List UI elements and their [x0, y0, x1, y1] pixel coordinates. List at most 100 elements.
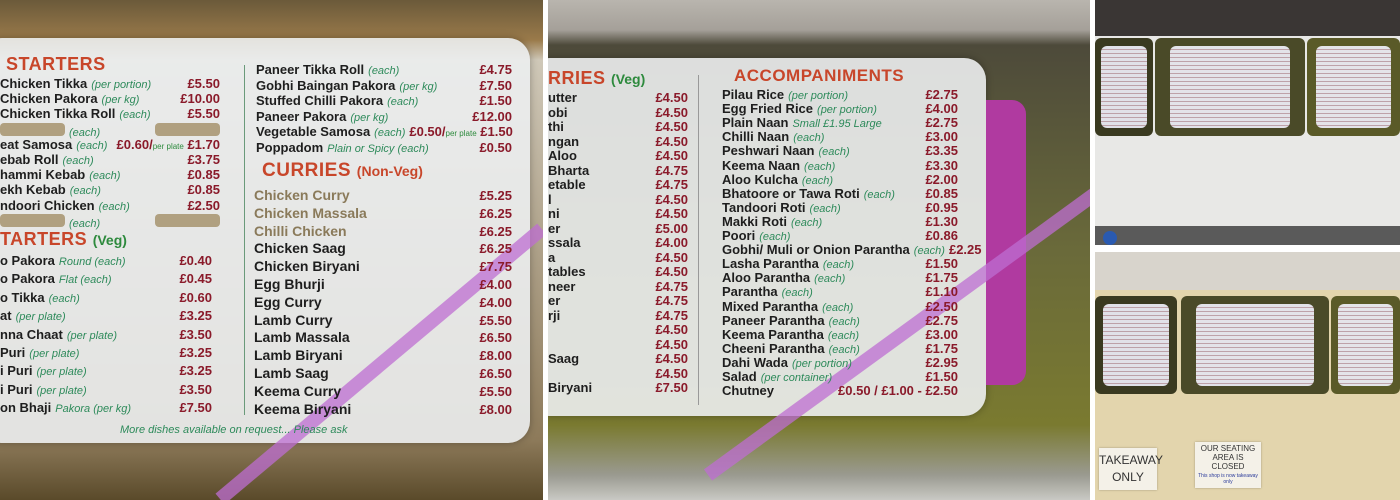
heading-curries-veg-text: RRIES	[548, 68, 606, 88]
item-price: £4.75	[655, 177, 688, 192]
item-price: £0.86	[925, 228, 958, 243]
menu-item: thi £4.50	[548, 120, 688, 133]
menu-item: Chutney £0.50 / £1.00 - £2.50	[722, 384, 958, 397]
menu-item: neer £4.75	[548, 280, 688, 293]
item-price: £1.50	[479, 93, 512, 108]
menu-item: Dahi Wada (per portion) £2.95	[722, 354, 958, 370]
ceiling	[1095, 0, 1400, 36]
menu-item: Lamb Curry £5.50	[254, 312, 512, 328]
heading-accompaniments-text: ACCOMPANIMENTS	[734, 66, 905, 85]
item-note: (each)	[387, 96, 419, 108]
item-name: Makki Roti	[722, 213, 788, 229]
item-name: ngan	[548, 133, 580, 149]
item-price: £8.00	[479, 401, 512, 417]
item-price: £2.50	[925, 298, 958, 314]
item-price: £4.75	[479, 62, 512, 77]
item-price: £1.30	[925, 213, 958, 229]
menu-item: Chicken Tikka Roll (each) £5.50	[0, 106, 220, 122]
menu-item: Chicken Biryani £7.75	[254, 259, 512, 274]
item-price: £5.50	[479, 312, 512, 328]
menu-photo-starters: STARTERS Chicken Tikka (per portion) £5.50…	[0, 0, 543, 500]
seating-closed-note: This shop is now takeaway only	[1198, 473, 1258, 485]
item-price: £3.35	[925, 143, 958, 159]
item-price: £3.50	[179, 381, 212, 397]
item-price: £1.75	[925, 270, 958, 286]
menu-item: hammi Kebab (each) £0.85	[0, 167, 220, 183]
item-name: Chicken Pakora	[0, 91, 98, 107]
item-price: £0.85	[187, 167, 220, 183]
item-price: £0.50/per plate £1.50	[409, 124, 513, 139]
heading-starters-veg: TARTERS (Veg)	[0, 230, 127, 250]
item-name: i Puri	[0, 363, 33, 379]
menu-item: Keema Biryani £8.00	[254, 401, 512, 417]
menu-item: ndoori Chicken (each) £2.50	[0, 199, 220, 213]
item-note: (each)	[828, 343, 860, 356]
menu-item: Lamb Biryani £8.00	[254, 348, 512, 364]
item-name: Gobhi Baingan Pakora	[256, 77, 396, 93]
menu-board-thumb	[1181, 296, 1329, 394]
item-price: £6.50	[479, 366, 512, 381]
menu-item: Paneer Tikka Roll (each) £4.75	[256, 62, 512, 77]
item-name: Vegetable Samosa	[256, 124, 371, 139]
item-name: hammi Kebab	[0, 167, 86, 183]
item-price: £4.50	[655, 119, 688, 134]
menu-photo-accompaniments: RRIES (Veg) utter £4.50 obi £4.50 thi £4.50 ng…	[548, 0, 1090, 500]
item-price: £2.95	[925, 354, 958, 370]
menu-item: on Bhaji Pakora (per kg) £7.50	[0, 401, 212, 415]
item-name: Egg Bhurji	[254, 276, 325, 292]
menu-item: tables £4.50	[548, 265, 688, 278]
item-note: (per container)	[760, 372, 833, 384]
heading-starters: STARTERS	[6, 55, 106, 74]
item-name: Paneer Pakora	[256, 108, 347, 124]
item-name: neer	[548, 278, 576, 294]
item-price: £8.00	[479, 348, 512, 364]
menu-item: Biryani £7.50	[548, 381, 688, 394]
item-note: (each)	[781, 287, 813, 300]
item-name: Chicken Saag	[254, 240, 346, 257]
item-name: Keema Curry	[254, 382, 342, 399]
menu-item: Keema Parantha (each) £3.00	[722, 328, 958, 342]
item-price: £4.50	[655, 148, 688, 163]
item-name: ekh Kebab	[0, 182, 66, 198]
item-name: rji	[548, 307, 561, 323]
item-price: £4.00	[655, 235, 688, 250]
item-name: Cheeni Parantha	[722, 340, 825, 356]
menu-item: Keema Curry £5.50	[254, 382, 512, 399]
item-note: (each)	[62, 155, 94, 167]
item-name: Mixed Parantha	[722, 298, 819, 314]
menu-item: Peshwari Naan (each) £3.35	[722, 143, 958, 159]
heading-curries-veg-subtitle: (Veg)	[611, 71, 646, 87]
item-name: Paneer Parantha	[722, 312, 825, 328]
item-price: £0.85	[925, 185, 958, 201]
item-price: £12.00	[472, 108, 512, 124]
item-price: £3.25	[179, 363, 212, 379]
item-name: Gobhi/ Muli or Onion Parantha	[722, 242, 910, 258]
item-price: £4.50	[655, 351, 688, 366]
menu-item: Saag £4.50	[548, 352, 688, 365]
item-note: (per portion)	[788, 90, 849, 102]
item-price: £4.50	[655, 264, 688, 279]
item-name: er	[548, 220, 561, 236]
item-price: £4.50	[655, 365, 688, 381]
item-price: £4.50	[655, 104, 688, 120]
item-price: £4.75	[655, 162, 688, 178]
menu-item: a £4.50	[548, 251, 688, 264]
menu-item: Tandoori Roti (each) £0.95	[722, 201, 958, 215]
item-note: (each)	[818, 146, 850, 159]
item-name: ni	[548, 206, 560, 221]
item-name: tables	[548, 264, 586, 279]
per-plate-label: per plate	[152, 141, 184, 151]
menu-item: o Pakora Flat (each) £0.45	[0, 272, 212, 286]
menu-item: Egg Curry £4.00	[254, 295, 512, 310]
item-name: at	[0, 308, 12, 324]
item-price: £5.50	[479, 383, 512, 399]
menu-item: Pilau Rice (per portion) £2.75	[722, 88, 958, 102]
item-name: Bharta	[548, 162, 590, 178]
menu-item: rji £4.75	[548, 309, 688, 322]
item-price: £4.50	[655, 206, 688, 221]
item-price: £4.50	[655, 249, 688, 265]
item-note: (each)	[368, 65, 400, 77]
item-price: £4.00	[479, 277, 512, 292]
menu-item: Aloo Parantha (each) £1.75	[722, 270, 958, 286]
item-price: £5.50	[187, 106, 220, 122]
